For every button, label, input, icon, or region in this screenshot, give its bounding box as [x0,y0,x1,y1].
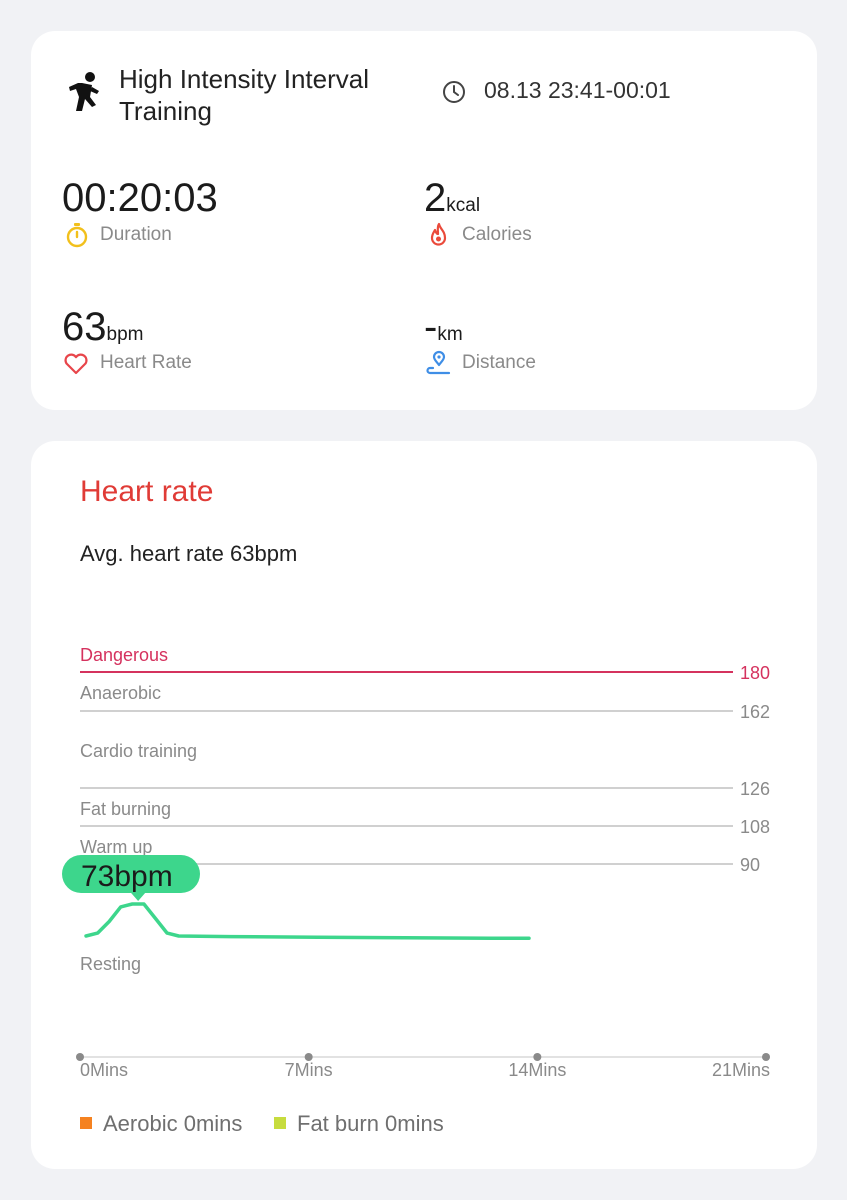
heart-rate-line [84,902,531,941]
fat-burn-legend-swatch [274,1117,286,1129]
x-tick-label: 14Mins [508,1060,566,1080]
distance-value: - [424,305,438,349]
clock-icon [443,81,465,103]
x-tick-dot [533,1053,542,1061]
zone-label-resting: Resting [80,954,141,974]
heart-rate-value: 63 [62,305,107,349]
distance-label: Distance [462,352,536,373]
peak-bubble-label: 73bpm [81,860,173,893]
zone-label-anaerobic: Anaerobic [80,683,161,703]
avg-heart-rate-text: Avg. heart rate 63bpm [80,541,298,566]
calories-unit: kcal [446,195,481,216]
x-tick-label: 21Mins [712,1060,770,1080]
calories-value-group: 2kcal [424,176,480,228]
heart-rate-chart: Dangerous 180 Anaerobic 162 Cardio training 1… [62,645,770,1080]
aerobic-legend-swatch [80,1117,92,1129]
distance-value-group: -km [424,305,463,357]
x-tick-dot [76,1053,84,1061]
zone-threshold-cardio-training: 126 [740,779,770,799]
fat-burn-legend-label: Fat burn 0mins [297,1111,444,1136]
workout-title: High Intensity Interval Training [119,64,370,126]
x-tick-label: 7Mins [285,1060,333,1080]
zone-threshold-anaerobic: 162 [740,702,770,722]
running-person-icon [69,72,99,111]
peak-bubble [62,855,200,893]
x-tick-dot [762,1053,770,1061]
zone-threshold-fat-burning: 108 [740,817,770,837]
location-pin-icon [426,350,451,375]
heart-rate-unit: bpm [106,324,144,345]
workout-time-range: 08.13 23:41-00:01 [484,77,671,103]
zone-label-cardio-training: Cardio training [80,741,197,761]
heart-rate-label: Heart Rate [100,352,192,373]
zone-label-fat-burning: Fat burning [80,799,171,819]
x-tick-label: 0Mins [80,1060,128,1080]
zone-threshold-warm-up: 90 [740,855,760,875]
workout-summary-card: High Intensity Interval Training 08.13 2… [31,31,817,410]
calories-label: Calories [462,224,532,245]
heart-rate-value-group: 63bpm [62,305,143,357]
zone-label-dangerous: Dangerous [80,645,168,665]
duration-label: Duration [100,224,172,245]
flame-icon [430,222,447,246]
x-tick-dot [304,1053,313,1061]
duration-value: 00:20:03 [62,176,218,220]
zone-threshold-dangerous: 180 [740,663,770,683]
zone-label-warm-up: Warm up [80,837,152,857]
heart-rate-card: Heart rate Avg. heart rate 63bpm Dangero… [31,441,817,1169]
peak-bubble-pointer [131,893,146,901]
distance-unit: km [437,324,463,345]
calories-value: 2 [424,176,447,220]
stopwatch-icon [66,223,88,248]
heart-icon [64,353,88,375]
heart-rate-title: Heart rate [80,475,214,508]
aerobic-legend-label: Aerobic 0mins [103,1111,243,1136]
